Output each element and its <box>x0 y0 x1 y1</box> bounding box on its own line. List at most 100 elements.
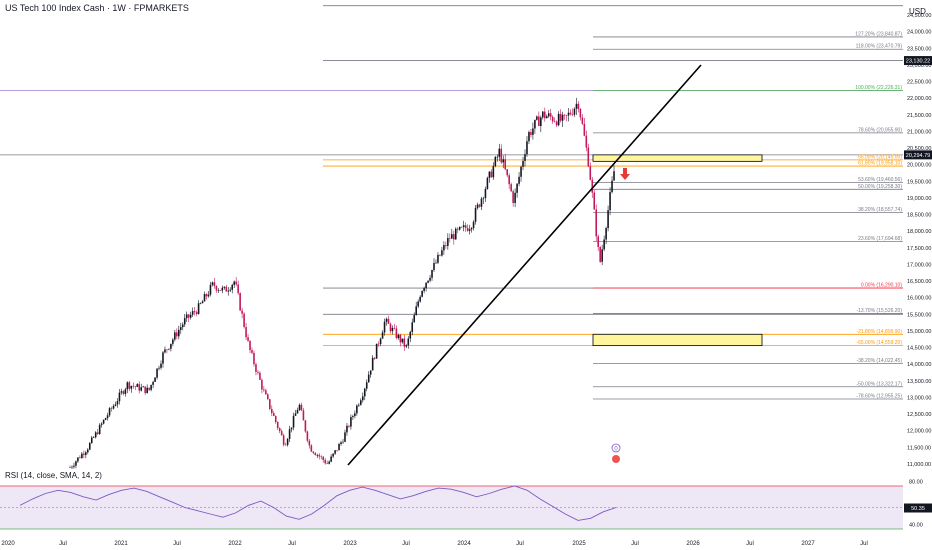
candle-body <box>553 121 556 122</box>
candle-body <box>223 286 226 288</box>
candle-body <box>138 384 141 391</box>
candle-body <box>379 338 382 345</box>
fib-label: -38.20% (14,022.45) <box>856 358 902 364</box>
price-badges: 23,130.22 20,294.79 50.35 <box>904 56 932 513</box>
candle-body <box>96 432 99 434</box>
candle-body <box>609 192 611 211</box>
rsi-band <box>0 486 903 529</box>
candlesticks <box>69 97 615 470</box>
candle-body <box>272 413 275 416</box>
candle-body <box>130 385 133 389</box>
price-zone <box>592 154 763 162</box>
y-tick-label: 24,000.00 <box>907 30 931 36</box>
candle-body <box>73 465 75 467</box>
candle-body <box>259 372 261 380</box>
candle-body <box>278 428 281 432</box>
candle-body <box>162 352 164 364</box>
candle-body <box>344 432 346 442</box>
candle-body <box>575 103 578 109</box>
candle-body <box>124 389 127 394</box>
trendline[interactable] <box>347 64 702 466</box>
candle-body <box>429 277 431 281</box>
candle-body <box>87 449 89 453</box>
candle-body <box>122 391 125 394</box>
time-axis[interactable]: 2020 Jul 2021 Jul 2022 Jul 2023 Jul 2024 Jul 2025 J… <box>1 541 868 547</box>
candle-body <box>573 108 576 115</box>
fib-label: 53.60% (19,460.56) <box>858 177 902 183</box>
candle-body <box>526 141 528 155</box>
x-tick-label: Jul <box>860 541 868 547</box>
candle-body <box>482 198 485 199</box>
y-tick-label: 17,000.00 <box>907 262 931 268</box>
currency-label: USD <box>909 7 926 16</box>
candle-body <box>514 192 516 203</box>
candle-body <box>569 112 572 115</box>
candle-body <box>449 238 451 239</box>
candle-body <box>300 404 303 411</box>
y-tick-label: 20,500.00 <box>907 146 931 152</box>
candle-body <box>484 188 487 199</box>
candle-body <box>233 281 235 285</box>
candle-body <box>597 236 599 248</box>
candle-body <box>549 113 552 117</box>
price-axis[interactable]: 24,500.00 24,000.00 23,500.00 23,000.00 22,5… <box>907 13 931 468</box>
candle-body <box>243 313 245 328</box>
candle-body <box>363 388 366 397</box>
candle-body <box>512 191 514 203</box>
candle-body <box>599 247 601 262</box>
candle-body <box>516 183 518 193</box>
candle-body <box>354 413 356 417</box>
candle-body <box>534 119 536 129</box>
y-tick-label: 15,000.00 <box>907 329 931 335</box>
candle-body <box>480 198 483 207</box>
candle-body <box>581 117 584 124</box>
candle-body <box>458 226 461 230</box>
earnings-icon <box>612 455 620 463</box>
candle-body <box>118 392 121 402</box>
y-tick-label: 13,500.00 <box>907 379 931 385</box>
y-tick-label: 12,000.00 <box>907 429 931 435</box>
candle-body <box>504 159 507 170</box>
candle-body <box>302 410 305 421</box>
candle-body <box>225 286 228 292</box>
candle-body <box>205 294 208 297</box>
rsi-title: RSI (14, close, SMA, 14, 2) <box>5 471 102 480</box>
candle-body <box>346 425 348 433</box>
candle-body <box>567 112 570 116</box>
candle-body <box>94 432 97 438</box>
rsi-tick-label: 80.00 <box>909 480 923 486</box>
candle-body <box>174 332 176 340</box>
candle-body <box>263 389 265 391</box>
candle-body <box>579 108 582 118</box>
candle-body <box>179 327 182 330</box>
candle-body <box>454 228 457 240</box>
candle-body <box>373 357 376 359</box>
candle-body <box>292 415 295 428</box>
candle-body <box>466 228 469 231</box>
candle-body <box>340 442 342 444</box>
x-tick-label: 2021 <box>114 541 128 547</box>
fib-label: 118.00% (23,470.79) <box>856 44 903 50</box>
candle-body <box>407 338 410 346</box>
candle-body <box>146 387 148 394</box>
candle-body <box>81 453 83 459</box>
x-tick-label: 2027 <box>801 541 815 547</box>
candle-body <box>389 323 392 332</box>
candle-body <box>142 386 144 388</box>
candle-body <box>399 334 402 343</box>
candle-body <box>332 453 334 457</box>
fib-label: 0.00% (16,290.10) <box>861 283 902 289</box>
candle-body <box>245 327 247 338</box>
candle-body <box>100 423 103 425</box>
candle-body <box>593 192 596 210</box>
candle-body <box>183 318 186 325</box>
candle-body <box>486 177 489 189</box>
candle-body <box>350 417 352 427</box>
rsi-badge: 50.35 <box>911 506 925 512</box>
candle-body <box>589 166 592 180</box>
candle-body <box>152 381 154 385</box>
candle-body <box>490 171 493 178</box>
candle-body <box>336 450 338 451</box>
